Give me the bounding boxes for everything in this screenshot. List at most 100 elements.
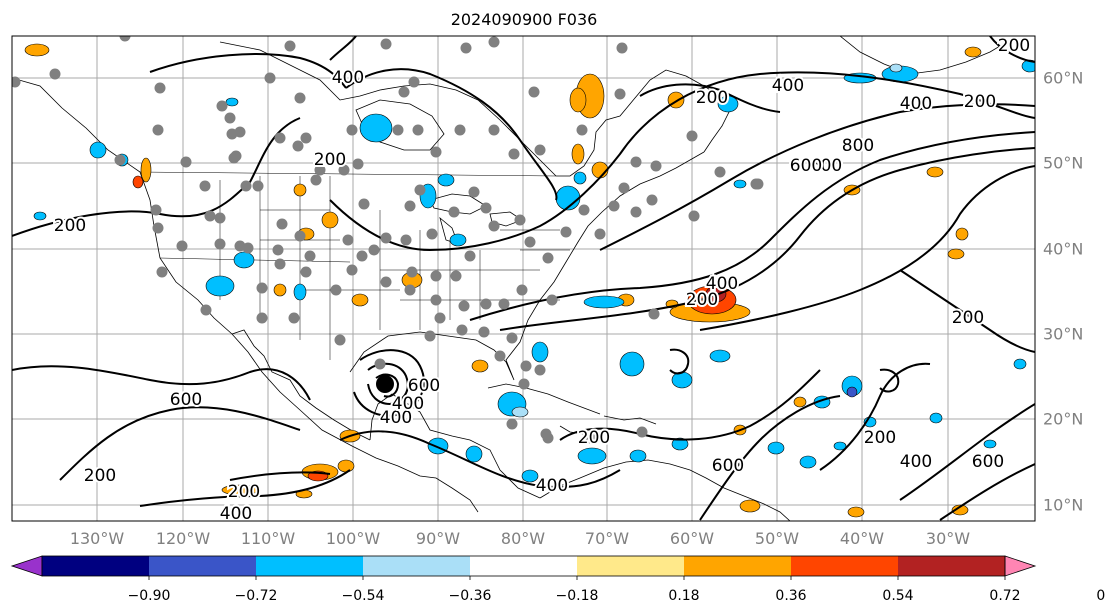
station-marker — [506, 418, 518, 430]
station-marker — [584, 432, 596, 444]
station-marker — [152, 124, 164, 136]
station-marker — [450, 270, 462, 282]
station-marker — [430, 294, 442, 306]
station-marker — [346, 264, 358, 276]
contour-label: 400 — [392, 394, 424, 414]
contour-label: 200 — [964, 92, 996, 112]
station-marker — [636, 426, 648, 438]
contour-label: 200 — [864, 428, 896, 448]
colorbar-tick-label: −0.18 — [555, 588, 599, 604]
station-marker — [578, 204, 590, 216]
station-marker — [488, 36, 500, 48]
anomaly-patch — [1021, 59, 1035, 73]
anomaly-patch — [140, 157, 152, 183]
anomaly-patch — [225, 97, 239, 107]
anomaly-patch — [449, 233, 467, 247]
lat-tick-label: 30°N — [1043, 324, 1084, 344]
station-marker — [714, 166, 726, 178]
station-marker — [256, 312, 268, 324]
contour-label: 400 — [332, 68, 364, 88]
station-marker — [288, 312, 300, 324]
station-marker — [528, 86, 540, 98]
anomaly-patch — [531, 341, 549, 363]
station-marker — [520, 360, 532, 372]
anomaly-patch — [427, 437, 449, 455]
station-marker — [488, 124, 500, 136]
lon-tick-label: 90°W — [415, 529, 461, 548]
colorbar-tick-label: −0.90 — [127, 588, 171, 604]
station-marker — [294, 92, 306, 104]
anomaly-patch — [793, 396, 807, 408]
station-marker — [618, 182, 630, 194]
anomaly-patch — [24, 43, 50, 57]
storm-center-marker — [376, 375, 394, 393]
map-title: 2024090900 F036 — [450, 10, 598, 29]
station-marker — [156, 266, 168, 278]
station-marker — [214, 238, 226, 250]
anomaly-patch — [767, 441, 785, 455]
station-marker — [272, 244, 284, 256]
station-marker — [342, 234, 354, 246]
contour-label: 600 — [790, 156, 822, 176]
contour-label: 400 — [380, 408, 412, 428]
contour-label: 200 — [696, 88, 728, 108]
station-marker — [406, 266, 418, 278]
station-marker — [508, 148, 520, 160]
station-marker — [686, 130, 698, 142]
station-marker — [576, 124, 588, 136]
station-marker — [542, 252, 554, 264]
contour-label: 400 — [772, 76, 804, 96]
anomaly-patch — [951, 504, 969, 516]
station-marker — [498, 298, 510, 310]
anomaly-patch — [983, 439, 997, 449]
contour-label: 200 — [686, 290, 718, 310]
contour-label: 400 — [706, 274, 738, 294]
contour-label: 400 — [220, 504, 252, 524]
station-marker — [284, 40, 296, 52]
station-marker — [480, 298, 492, 310]
station-marker — [542, 432, 554, 444]
station-marker — [150, 204, 162, 216]
contour-label: 200 — [228, 482, 260, 502]
station-marker — [330, 284, 342, 296]
anomaly-patch — [619, 351, 645, 377]
station-marker — [458, 300, 470, 312]
lon-tick-label: 100°W — [325, 529, 381, 548]
contour-label: 400 — [536, 476, 568, 496]
contour-label: 600 — [972, 452, 1004, 472]
station-marker — [688, 210, 700, 222]
station-marker — [380, 276, 392, 288]
anomaly-patch — [571, 143, 585, 165]
anomaly-patch — [889, 63, 903, 73]
anomaly-patch — [955, 227, 969, 241]
station-marker — [119, 36, 131, 42]
station-marker — [294, 230, 306, 242]
anomaly-patch — [846, 386, 858, 398]
anomaly-patch — [221, 484, 259, 496]
station-marker — [216, 100, 228, 112]
station-marker — [264, 72, 276, 84]
station-marker — [448, 206, 460, 218]
lat-tick-label: 10°N — [1043, 495, 1084, 515]
station-marker — [240, 180, 252, 192]
anomaly-patch — [577, 447, 607, 465]
contour-label: 400 — [900, 94, 932, 114]
anomaly-patch — [947, 248, 965, 260]
station-marker — [546, 294, 558, 306]
anomaly-patch — [33, 211, 47, 221]
coastlines-and-borders — [12, 36, 1011, 521]
contour-label: 600 — [170, 390, 202, 410]
station-marker — [199, 180, 211, 192]
station-marker — [338, 164, 350, 176]
anomaly-patch — [89, 141, 107, 159]
station-marker — [454, 124, 466, 136]
anomaly-patch — [964, 46, 982, 58]
station-marker — [300, 266, 312, 278]
station-marker — [412, 124, 424, 136]
anomaly-patch — [465, 445, 483, 463]
anomaly-patch — [733, 179, 747, 189]
colorbar-tick-label: 0.90 — [1096, 588, 1105, 604]
station-marker — [464, 250, 476, 262]
anomaly-patch — [926, 166, 944, 178]
